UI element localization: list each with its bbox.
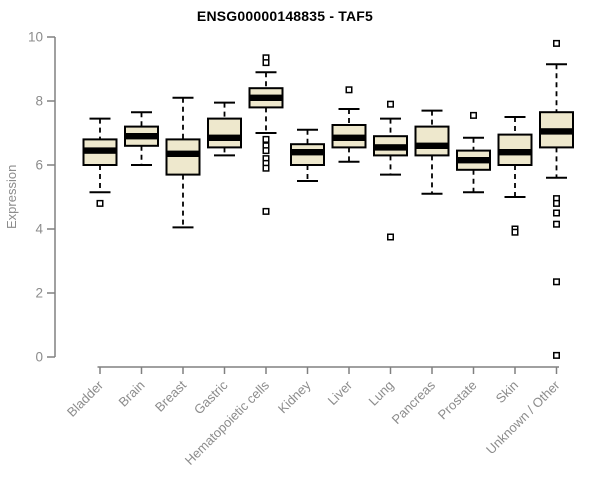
median-line [374, 144, 407, 151]
box-pancreas [414, 109, 450, 195]
iqr-box [207, 117, 242, 149]
y-tick-label: 6 [35, 158, 43, 173]
median-line [332, 134, 366, 141]
box-gastric [207, 101, 242, 157]
outlier-point [553, 209, 560, 217]
outlier-point [387, 100, 394, 108]
median-line [498, 149, 532, 156]
box-kidney [290, 128, 325, 182]
median-line [540, 128, 573, 135]
median-line [125, 133, 158, 140]
y-tick-label: 10 [28, 30, 43, 45]
x-category-label: Gastric [191, 377, 231, 417]
outlier-point [262, 207, 270, 215]
outlier-point [345, 86, 353, 94]
box-skin [497, 116, 533, 236]
x-category-label: Pancreas [389, 377, 439, 427]
x-category-label: Brain [116, 378, 148, 410]
x-category-label: Prostate [435, 378, 480, 423]
y-tick-label: 2 [35, 286, 43, 301]
y-tick-label: 4 [35, 222, 43, 237]
box-unknown-other [539, 39, 574, 359]
median-line [208, 134, 241, 141]
box-brain [124, 111, 159, 166]
outlier-point [553, 351, 560, 359]
outlier-point [511, 228, 519, 236]
box-liver [331, 86, 367, 163]
box-hematopoietic-cells [248, 54, 284, 215]
x-category-label: Skin [493, 378, 521, 406]
box-prostate [456, 111, 491, 194]
median-line [457, 157, 490, 164]
iqr-box [414, 125, 450, 157]
median-line [249, 94, 283, 101]
x-category-label: Unknown / Other [483, 377, 563, 457]
outlier-point [553, 199, 560, 207]
x-category-label: Breast [152, 377, 189, 414]
outlier-point [262, 59, 270, 67]
outlier-point [96, 199, 104, 207]
median-line [83, 147, 117, 154]
y-tick-label: 8 [35, 94, 43, 109]
outlier-point [553, 220, 560, 228]
outlier-point [387, 233, 394, 241]
median-line [415, 142, 449, 149]
box-bladder [82, 117, 118, 207]
median-line [166, 150, 200, 157]
outlier-point [553, 278, 560, 286]
box-lung [373, 100, 408, 241]
outlier-point [553, 39, 560, 47]
outlier-point [262, 164, 270, 172]
y-axis: 0 2 4 6 8 10 [28, 30, 56, 365]
outlier-point [470, 111, 477, 119]
x-category-label: Kidney [275, 377, 314, 416]
x-category-label: Lung [366, 378, 397, 409]
x-category-label: Bladder [64, 377, 107, 420]
x-category-label: Liver [325, 377, 356, 408]
outlier-point [262, 147, 270, 155]
box-breast [165, 96, 201, 229]
chart-title: ENSG00000148835 - TAF5 [196, 8, 374, 24]
median-line [291, 149, 324, 156]
outlier-point [262, 135, 270, 143]
y-tick-label: 0 [35, 350, 43, 365]
